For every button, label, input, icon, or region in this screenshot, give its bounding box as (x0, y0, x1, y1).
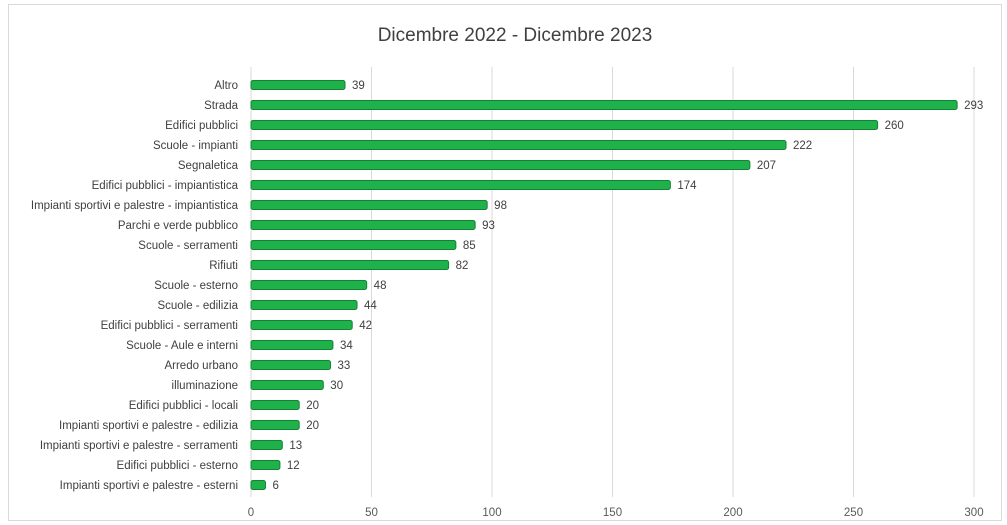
bar (250, 420, 300, 430)
x-tick-label: 50 (365, 507, 378, 519)
data-label: 13 (289, 440, 302, 452)
category-label: Scuole - impianti (153, 140, 238, 152)
data-label: 44 (364, 300, 377, 312)
data-label: 48 (374, 280, 387, 292)
data-label: 207 (757, 160, 776, 172)
data-label: 82 (456, 260, 469, 272)
bar (250, 80, 346, 90)
bar (250, 440, 283, 450)
bar (250, 300, 358, 310)
category-label: Edifici pubblici - impiantistica (92, 180, 239, 192)
data-label: 33 (338, 360, 351, 372)
category-label: Impianti sportivi e palestre - esterni (60, 480, 238, 492)
data-label: 293 (964, 100, 983, 112)
bar (250, 460, 281, 470)
category-label: Scuole - esterno (154, 280, 238, 292)
chart-title: Dicembre 2022 - Dicembre 2023 (378, 25, 653, 46)
data-label: 260 (885, 120, 904, 132)
bar (250, 260, 450, 270)
bar (250, 120, 879, 130)
data-label: 98 (494, 200, 507, 212)
x-tick-label: 0 (248, 507, 254, 519)
data-label: 174 (677, 180, 697, 192)
bar (250, 180, 671, 190)
category-label: Altro (214, 80, 238, 92)
data-label: 34 (340, 340, 353, 352)
x-tick-label: 200 (723, 507, 742, 519)
category-label: Strada (204, 100, 238, 112)
data-label: 85 (463, 240, 476, 252)
category-label: Edifici pubblici - locali (129, 400, 238, 412)
category-label: Edifici pubblici (165, 120, 238, 132)
bar (250, 240, 457, 250)
bar (250, 200, 488, 210)
value-labels: 39 293 260 222 207 174 98 93 85 82 48 44 42 34 33 30 20 2… (272, 80, 983, 492)
bars (250, 80, 958, 490)
bar (250, 100, 958, 110)
bar (250, 280, 368, 290)
gridlines (250, 67, 975, 497)
data-label: 20 (306, 420, 319, 432)
category-label: Edifici pubblici - esterno (117, 460, 238, 472)
category-label: Parchi e verde pubblico (118, 220, 238, 232)
bar (250, 220, 476, 230)
bar (250, 140, 787, 150)
chart-frame: Dicembre 2022 - Dicembre 2023 Altro Strad… (8, 4, 1002, 521)
data-label: 222 (793, 140, 812, 152)
x-tick-label: 150 (603, 507, 622, 519)
category-label: Scuole - Aule e interni (126, 340, 238, 352)
data-label: 30 (330, 380, 343, 392)
bar (250, 480, 266, 490)
bar-chart: Dicembre 2022 - Dicembre 2023 Altro Strad… (31, 25, 984, 519)
category-label: illuminazione (172, 380, 238, 392)
category-label: Impianti sportivi e palestre - serrament… (40, 440, 238, 452)
category-label: Edifici pubblici - serramenti (101, 320, 238, 332)
bar (250, 320, 353, 330)
category-label: Scuole - edilizia (157, 300, 238, 312)
category-label: Scuole - serramenti (138, 240, 238, 252)
data-label: 39 (352, 80, 365, 92)
bar (250, 340, 334, 350)
category-label: Impianti sportivi e palestre - edilizia (59, 420, 239, 432)
data-label: 12 (287, 460, 300, 472)
data-label: 42 (359, 320, 372, 332)
category-label: Rifiuti (209, 260, 238, 272)
x-axis-ticks: 0 50 100 150 200 250 300 (248, 507, 984, 519)
data-label: 93 (482, 220, 495, 232)
category-label: Impianti sportivi e palestre - impiantis… (31, 200, 239, 212)
x-tick-label: 100 (482, 507, 501, 519)
x-tick-label: 300 (964, 507, 983, 519)
data-label: 20 (306, 400, 319, 412)
bar (250, 380, 324, 390)
category-label: Arredo urbano (164, 360, 238, 372)
category-label: Segnaletica (178, 160, 239, 172)
bar (250, 360, 332, 370)
data-label: 6 (272, 480, 278, 492)
bar (250, 160, 751, 170)
x-tick-label: 250 (844, 507, 863, 519)
bar (250, 400, 300, 410)
category-labels: Altro Strada Edifici pubblici Scuole - impi… (31, 80, 239, 492)
